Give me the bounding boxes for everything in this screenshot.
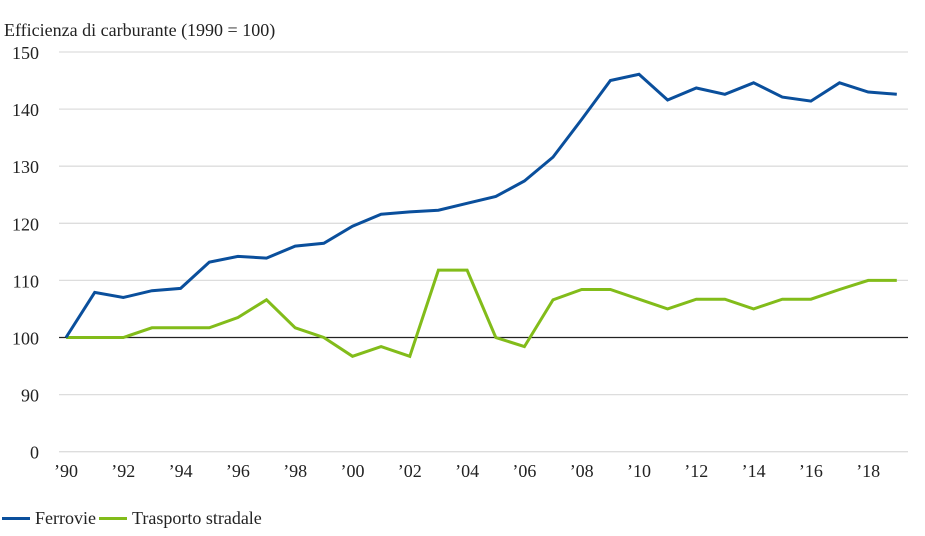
x-tick-label: ’18 — [856, 461, 880, 481]
y-axis-title: Efficienza di carburante (1990 = 100) — [4, 20, 276, 40]
x-tick-label: ’90 — [54, 461, 78, 481]
x-tick-label: ’02 — [398, 461, 422, 481]
legend-swatch-trasporto-stradale — [98, 517, 127, 520]
x-tick-label: ’06 — [512, 461, 536, 481]
x-tick-label: ’08 — [570, 461, 594, 481]
x-tick-label: ’92 — [111, 461, 135, 481]
line-chart: 150 140 130 120 110 100 90 0 ’90 ’92 ’94 ’96 ’98 ’00… — [12, 43, 908, 481]
x-tick-label: ’00 — [341, 461, 365, 481]
y-tick-label: 100 — [12, 329, 39, 349]
series-line-ferrovie — [64, 72, 897, 339]
legend-label: Ferrovie — [35, 508, 96, 528]
x-tick-label: ’04 — [455, 461, 479, 481]
y-tick-label: 150 — [12, 43, 39, 63]
y-tick-label: 140 — [12, 100, 39, 120]
x-tick-label: ’14 — [742, 461, 766, 481]
x-tick-label: ’12 — [684, 461, 708, 481]
y-tick-label: 0 — [30, 443, 39, 463]
legend: Ferrovie Trasporto stradale — [2, 508, 265, 529]
y-axis-ticks: 150 140 130 120 110 100 90 0 — [12, 43, 39, 463]
legend-label: Trasporto stradale — [131, 508, 262, 528]
gridlines — [59, 51, 908, 453]
y-tick-label: 110 — [13, 271, 39, 291]
x-tick-label: ’16 — [799, 461, 823, 481]
x-tick-label: ’10 — [627, 461, 651, 481]
series-lines — [64, 72, 897, 359]
x-tick-label: ’96 — [226, 461, 250, 481]
y-tick-label: 120 — [12, 214, 39, 234]
legend-swatch-ferrovie — [2, 517, 30, 520]
y-tick-label: 130 — [12, 157, 39, 177]
legend-item-trasporto-stradale: Trasporto stradale — [98, 508, 265, 529]
legend-item-ferrovie: Ferrovie — [2, 508, 99, 529]
x-tick-label: ’98 — [283, 461, 307, 481]
series-line-trasporto-stradale — [66, 268, 897, 359]
x-axis-ticks: ’90 ’92 ’94 ’96 ’98 ’00 ’02 ’04 ’06 ’08 ’10 ’12 ’14 ’… — [54, 461, 880, 481]
x-tick-label: ’94 — [169, 461, 193, 481]
y-tick-label: 90 — [21, 386, 39, 406]
